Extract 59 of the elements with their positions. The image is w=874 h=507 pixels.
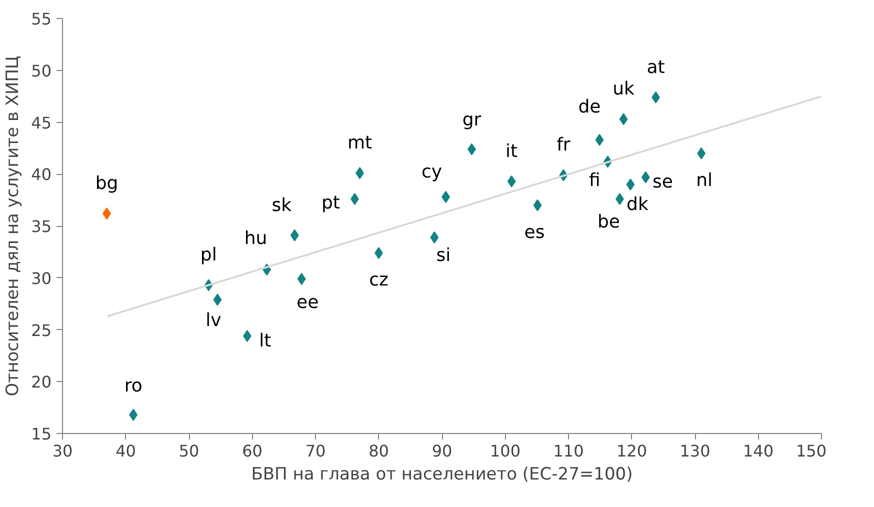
x-tick-label: 60 [242,442,262,460]
annotation: uk [612,78,636,100]
point [619,113,628,126]
annotation: bg [95,173,118,194]
annotation: lt [259,330,272,352]
annotation: de [578,96,601,118]
x-tick-label: 140 [742,442,774,460]
point [626,178,635,190]
annotation: sk [272,194,292,216]
annotation: at [646,56,665,78]
point [507,175,516,188]
x-tick-label: 150 [796,442,827,460]
x-tick-label: 50 [178,442,200,460]
x-tick-label: 90 [432,442,452,460]
y-tick-label: 30 [31,268,52,288]
x-axis-title: БВП на глава от населението (ЕС-27=100) [251,464,633,484]
annotation: pl [200,244,217,266]
annotation: cy [422,161,442,182]
annotation: es [524,222,545,243]
annotation: cz [369,269,388,290]
point [129,408,138,421]
annotation: ro [124,375,142,396]
point [595,134,604,146]
x-tick-label: 120 [616,442,648,460]
x-tick-label: 80 [368,442,389,460]
annotation: fr [556,134,571,156]
point [430,231,439,244]
annotation: fi [589,170,600,192]
annotation: be [597,212,620,233]
y-tick-label: 40 [31,165,52,184]
y-tick-label: 25 [31,320,52,340]
annotation: dk [626,194,649,215]
annotation: nl [696,170,713,191]
x-tick-label: 40 [116,442,136,460]
y-tick-label: 45 [31,113,52,132]
y-tick-label: 20 [31,372,52,392]
annotation: lv [206,310,222,332]
x-tick-label: 100 [490,442,521,460]
point [533,199,542,212]
x-tick-label: 130 [680,442,710,460]
x-tick-label: 30 [52,442,73,460]
annotation: mt [347,132,372,154]
x-tick-label: 70 [305,442,326,460]
annotation: pt [321,192,340,214]
y-tick-label: 15 [31,424,52,444]
annotation: it [506,140,518,162]
y-tick-label: 35 [31,217,52,236]
annotation: si [436,244,451,266]
y-axis-title: Относителен дял на услугите в ХИПЦ [3,56,24,396]
annotation: hu [244,228,268,250]
y-tick-label: 55 [31,10,52,28]
annotation: ee [296,292,319,313]
y-tick-label: 50 [31,61,52,80]
annotation: se [652,172,673,193]
point [213,294,222,306]
point [290,229,299,242]
point [297,272,306,285]
x-tick-label: 110 [553,442,584,460]
annotation: gr [462,110,482,131]
